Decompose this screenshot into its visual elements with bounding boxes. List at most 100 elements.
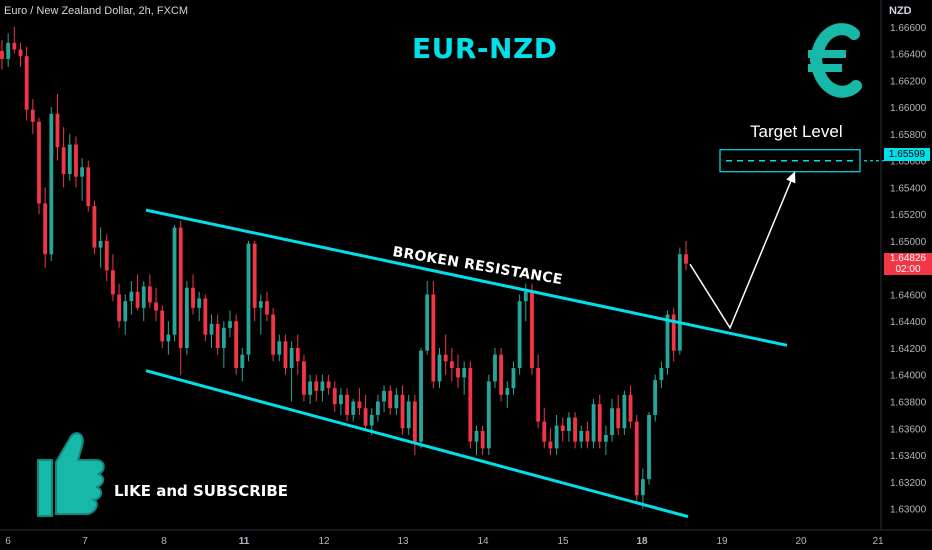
target-level-box[interactable] xyxy=(719,149,861,173)
candle-body xyxy=(610,408,614,435)
candle-body xyxy=(209,323,214,335)
thumbs-up-icon[interactable] xyxy=(37,432,105,517)
candle-body xyxy=(104,240,109,271)
candle-body xyxy=(567,417,571,431)
candle-body xyxy=(80,167,85,177)
last-price-tag[interactable]: 1.64826 02:00 xyxy=(884,253,932,275)
euro-icon xyxy=(808,23,862,98)
candle-body xyxy=(86,167,91,207)
candle-body xyxy=(400,394,405,429)
y-tick-label: 1.63600 xyxy=(890,424,927,435)
candle-body xyxy=(30,109,35,122)
candle-body xyxy=(154,302,158,311)
candle-body xyxy=(523,291,528,302)
candle-body xyxy=(536,368,541,422)
x-tick-label: 7 xyxy=(82,536,88,547)
candle-body xyxy=(456,368,460,378)
y-tick-label: 1.63000 xyxy=(890,505,927,516)
candle-body xyxy=(517,301,522,369)
candle-body xyxy=(542,421,547,442)
y-tick-label: 1.66600 xyxy=(890,23,927,34)
y-tick-label: 1.65400 xyxy=(890,183,927,194)
x-tick-label: 20 xyxy=(795,536,807,547)
y-tick-label: 1.64000 xyxy=(890,371,927,382)
candle-body xyxy=(394,394,399,409)
candle-body xyxy=(622,394,627,429)
candle-body xyxy=(221,327,226,348)
page-title: EUR-NZD xyxy=(412,32,558,65)
candle-body xyxy=(449,361,454,369)
candle-body xyxy=(382,390,386,402)
candle-body xyxy=(684,254,688,264)
y-axis[interactable]: 1.63000 1.63200 1.63400 1.63600 1.63800 1.640… xyxy=(880,0,927,530)
x-tick-label: 12 xyxy=(318,536,330,547)
candle-body xyxy=(671,314,676,351)
candle-body xyxy=(437,354,442,382)
last-price-countdown: 02:00 xyxy=(895,264,921,275)
candle-body xyxy=(234,321,239,369)
candle-body xyxy=(320,381,325,391)
candle-body xyxy=(49,113,54,255)
x-axis[interactable]: 6 7 8 11 12 13 14 15 18 19 20 21 xyxy=(0,529,932,547)
candle-body xyxy=(0,50,4,59)
candle-body xyxy=(55,113,60,148)
y-tick-label: 1.65000 xyxy=(890,237,927,248)
support-line[interactable] xyxy=(145,369,689,519)
candle-body xyxy=(160,310,165,342)
candle-body xyxy=(258,301,263,308)
candle-body xyxy=(252,243,257,308)
candle-body xyxy=(493,354,497,382)
candle-body xyxy=(271,314,276,355)
candle-body xyxy=(597,404,602,442)
candle-body xyxy=(18,49,23,57)
candle-body xyxy=(135,291,140,308)
candle-body xyxy=(628,394,633,422)
candle-body xyxy=(486,381,491,449)
candle-body xyxy=(246,243,251,355)
candle-body xyxy=(419,350,423,442)
x-tick-label: 18 xyxy=(636,536,648,547)
x-tick-label: 13 xyxy=(397,536,409,547)
candle-body xyxy=(603,434,608,442)
candle-body xyxy=(474,430,479,442)
x-tick-label: 15 xyxy=(557,536,569,547)
candle-body xyxy=(141,286,146,308)
candle-body xyxy=(111,270,115,295)
candle-body xyxy=(265,301,269,315)
candle-body xyxy=(462,368,467,378)
candle-body xyxy=(339,394,343,405)
y-tick-label: 1.64400 xyxy=(890,317,927,328)
x-tick-label: 19 xyxy=(716,536,728,547)
target-price-tag[interactable]: 1.65599 xyxy=(884,148,930,161)
candle-body xyxy=(295,347,300,362)
candle-body xyxy=(554,425,559,449)
candle-body xyxy=(499,354,504,395)
candle-body xyxy=(215,323,220,348)
y-tick-label: 1.64200 xyxy=(890,344,927,355)
x-tick-label: 8 xyxy=(161,536,167,547)
candle-body xyxy=(129,291,134,302)
y-tick-label: 1.66400 xyxy=(890,50,927,61)
projection-arrow[interactable] xyxy=(689,171,796,330)
candle-body xyxy=(166,334,171,342)
x-tick-label: 6 xyxy=(5,536,11,547)
candle-body xyxy=(6,42,11,59)
candle-body xyxy=(178,227,183,348)
candle-body xyxy=(228,321,232,328)
x-tick-label: 11 xyxy=(239,536,250,547)
like-subscribe-text: LIKE and SUBSCRIBE xyxy=(114,482,289,500)
candle-body xyxy=(117,294,121,322)
candle-body xyxy=(357,401,362,409)
last-price-value: 1.64826 xyxy=(889,253,927,264)
resistance-line[interactable] xyxy=(145,208,788,347)
y-tick-label: 1.63200 xyxy=(890,478,927,489)
candle-body xyxy=(406,401,411,429)
symbol-title: Euro / New Zealand Dollar, 2h, FXCM xyxy=(4,5,189,17)
x-tick-label: 14 xyxy=(477,536,489,547)
candle-body xyxy=(573,417,577,442)
candle-body xyxy=(37,121,41,204)
target-level-label: Target Level xyxy=(750,122,843,141)
candle-body xyxy=(283,341,288,369)
candle-body xyxy=(326,381,331,389)
candle-body xyxy=(184,287,189,348)
